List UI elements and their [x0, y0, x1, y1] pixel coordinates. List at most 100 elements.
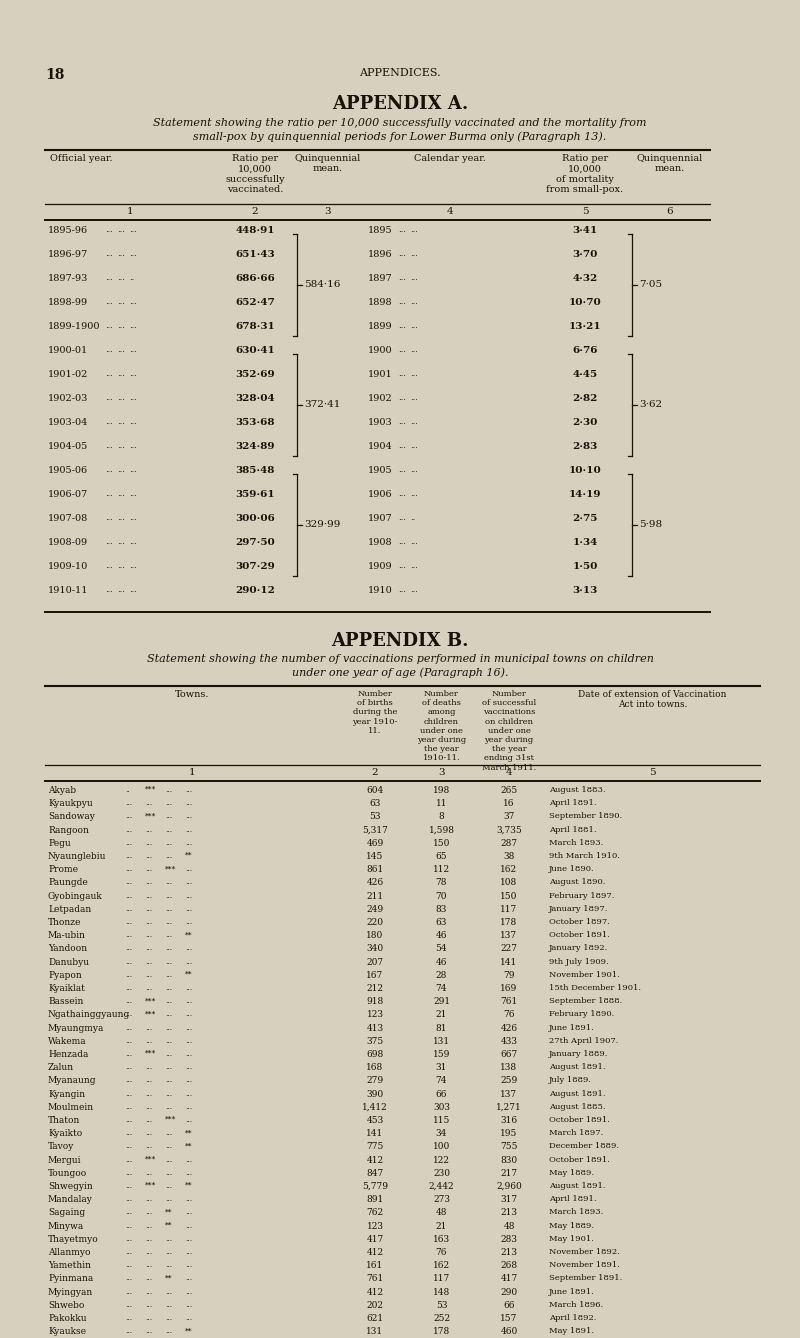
Text: 74: 74	[436, 983, 447, 993]
Text: September 1888.: September 1888.	[549, 997, 622, 1005]
Text: 74: 74	[436, 1076, 447, 1085]
Text: ...: ...	[125, 1314, 132, 1322]
Text: May 1901.: May 1901.	[549, 1235, 594, 1243]
Text: 3,735: 3,735	[496, 826, 522, 835]
Text: ...: ...	[398, 347, 406, 355]
Text: 5·98: 5·98	[639, 520, 662, 529]
Text: November 1892.: November 1892.	[549, 1248, 620, 1256]
Text: ...: ...	[185, 1050, 192, 1058]
Text: 279: 279	[366, 1076, 383, 1085]
Text: 698: 698	[366, 1050, 384, 1058]
Text: 412: 412	[366, 1156, 383, 1164]
Text: **: **	[185, 1327, 193, 1335]
Text: 1903: 1903	[368, 417, 393, 427]
Text: ...: ...	[165, 1327, 172, 1335]
Text: 630·41: 630·41	[235, 347, 275, 355]
Text: Sandoway: Sandoway	[48, 812, 95, 822]
Text: 1899: 1899	[368, 322, 393, 330]
Text: Kyaiklat: Kyaiklat	[48, 983, 85, 993]
Text: August 1891.: August 1891.	[549, 1089, 606, 1097]
Text: ...: ...	[165, 852, 172, 860]
Text: 1896: 1896	[368, 250, 393, 260]
Text: ...: ...	[145, 1235, 152, 1243]
Text: 1,412: 1,412	[362, 1103, 388, 1112]
Text: 1898-99: 1898-99	[48, 298, 88, 306]
Text: ...: ...	[185, 799, 192, 807]
Text: ...: ...	[185, 958, 192, 966]
Text: ...: ...	[129, 514, 137, 522]
Text: 161: 161	[366, 1262, 384, 1270]
Text: 123: 123	[366, 1222, 383, 1231]
Text: 1902-03: 1902-03	[48, 393, 88, 403]
Text: 123: 123	[366, 1010, 383, 1020]
Text: Pyapon: Pyapon	[48, 971, 82, 979]
Text: 220: 220	[366, 918, 383, 927]
Text: 178: 178	[433, 1327, 450, 1337]
Text: ...: ...	[129, 298, 137, 306]
Text: ...: ...	[145, 1064, 152, 1072]
Text: 63: 63	[436, 918, 447, 927]
Text: 1905-06: 1905-06	[48, 466, 88, 475]
Text: ...: ...	[410, 417, 418, 425]
Text: 70: 70	[436, 891, 447, 900]
Text: **: **	[165, 1274, 173, 1282]
Text: 5,779: 5,779	[362, 1181, 388, 1191]
Text: 469: 469	[366, 839, 384, 848]
Text: June 1890.: June 1890.	[549, 866, 594, 874]
Text: ...: ...	[185, 1301, 192, 1309]
Text: ...: ...	[129, 442, 137, 450]
Text: 1: 1	[189, 768, 196, 777]
Text: ...: ...	[410, 466, 418, 474]
Text: ...: ...	[185, 918, 192, 926]
Text: **: **	[165, 1222, 173, 1230]
Text: 1907: 1907	[368, 514, 393, 523]
Text: 180: 180	[366, 931, 384, 941]
Text: ...: ...	[105, 442, 113, 450]
Text: 290·12: 290·12	[235, 586, 275, 595]
Text: ...: ...	[185, 866, 192, 874]
Text: September 1890.: September 1890.	[549, 812, 622, 820]
Text: 46: 46	[436, 958, 447, 966]
Text: November 1901.: November 1901.	[549, 971, 620, 979]
Text: ...: ...	[129, 586, 137, 594]
Text: ...: ...	[410, 442, 418, 450]
Text: 211: 211	[366, 891, 383, 900]
Text: Wakema: Wakema	[48, 1037, 86, 1046]
Text: 1908-09: 1908-09	[48, 538, 88, 547]
Text: ...: ...	[185, 1208, 192, 1216]
Text: May 1889.: May 1889.	[549, 1222, 594, 1230]
Text: Quinquennial
mean.: Quinquennial mean.	[637, 154, 703, 174]
Text: ...: ...	[398, 417, 406, 425]
Text: Shwegyin: Shwegyin	[48, 1181, 93, 1191]
Text: ...: ...	[185, 1235, 192, 1243]
Text: 227: 227	[501, 945, 518, 954]
Text: 141: 141	[500, 958, 518, 966]
Text: 54: 54	[436, 945, 447, 954]
Text: ...: ...	[125, 931, 132, 939]
Text: September 1891.: September 1891.	[549, 1274, 622, 1282]
Text: October 1891.: October 1891.	[549, 1156, 610, 1164]
Text: ...: ...	[125, 826, 132, 834]
Text: ...: ...	[117, 417, 125, 425]
Text: ...: ...	[125, 799, 132, 807]
Text: ...: ...	[145, 971, 152, 979]
Text: 34: 34	[436, 1129, 447, 1139]
Text: ...: ...	[125, 1143, 132, 1151]
Text: 300·06: 300·06	[235, 514, 275, 523]
Text: 3: 3	[324, 207, 331, 215]
Text: ...: ...	[105, 562, 113, 570]
Text: Zalun: Zalun	[48, 1064, 74, 1072]
Text: ...: ...	[125, 1076, 132, 1084]
Text: 167: 167	[366, 971, 384, 979]
Text: ...: ...	[129, 347, 137, 355]
Text: ...: ...	[165, 1181, 172, 1189]
Text: ...: ...	[165, 1235, 172, 1243]
Text: ...: ...	[185, 1064, 192, 1072]
Text: ...: ...	[105, 226, 113, 234]
Text: 1897: 1897	[368, 274, 393, 284]
Text: ...: ...	[125, 1327, 132, 1335]
Text: 10·10: 10·10	[569, 466, 602, 475]
Text: ...: ...	[125, 1129, 132, 1137]
Text: ...: ...	[165, 1301, 172, 1309]
Text: ...: ...	[165, 826, 172, 834]
